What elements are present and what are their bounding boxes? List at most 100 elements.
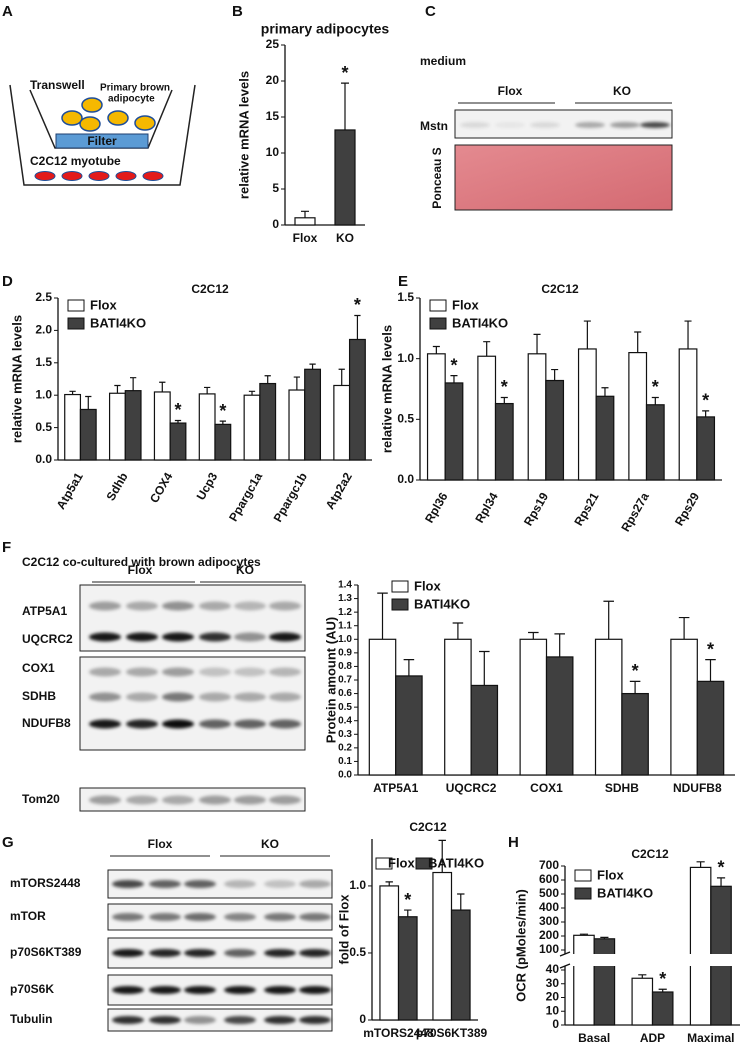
bar <box>593 938 616 1026</box>
y-tick-label: 600 <box>539 872 559 886</box>
y-tick-label: 2.0 <box>35 323 52 337</box>
error-bar <box>716 877 726 887</box>
blot-band <box>89 692 121 702</box>
error-bar <box>377 592 388 640</box>
blot-band <box>299 949 331 957</box>
y-tick-label: 0 <box>552 1017 559 1031</box>
group-label: Flox <box>498 84 523 98</box>
blot-band <box>530 122 560 128</box>
blot-band <box>184 986 216 994</box>
x-tick-label: Sdhb <box>104 470 131 503</box>
blot-band <box>269 632 301 642</box>
y-tick-label: 25 <box>266 37 280 51</box>
blot-band <box>199 632 231 642</box>
bar <box>645 404 665 481</box>
blot-band <box>234 692 266 702</box>
error-bar <box>338 368 345 386</box>
row-label: COX1 <box>22 661 55 675</box>
blot-band <box>264 880 296 888</box>
blot-band <box>112 1016 144 1024</box>
blot-band <box>89 667 121 677</box>
error-bar <box>638 974 647 979</box>
y-tick-label: 1.0 <box>397 351 414 365</box>
blot-band <box>224 880 256 888</box>
blot-band <box>112 949 144 957</box>
panel-label: F <box>2 539 11 556</box>
bar <box>519 638 548 776</box>
blot-band <box>112 913 144 921</box>
bar <box>379 885 400 1021</box>
bar <box>651 991 674 1026</box>
blot-band <box>199 795 231 805</box>
x-tick-label: COX4 <box>147 470 176 506</box>
x-tick-label: ATP5A1 <box>373 781 418 795</box>
y-tick-label: 1.2 <box>338 607 352 618</box>
x-tick-label: Rps19 <box>521 490 551 528</box>
y-tick-label: 15 <box>266 109 280 123</box>
blot-band <box>199 667 231 677</box>
legend-label: BATI4KO <box>597 885 653 900</box>
row-label: mTOR <box>10 909 46 923</box>
y-axis-label: Protein amount (AU) <box>323 617 338 743</box>
y-tick-label: 10 <box>546 1003 560 1017</box>
error-bar <box>651 396 659 405</box>
bar <box>545 656 574 776</box>
legend-label: Flox <box>90 297 117 312</box>
bar <box>494 402 514 481</box>
bar <box>696 680 725 776</box>
myotube <box>142 171 164 181</box>
blot-band <box>89 601 121 611</box>
bar <box>573 934 595 1026</box>
panel-label: H <box>508 834 519 851</box>
bar <box>333 384 351 461</box>
chart-title: primary adipocytes <box>261 21 390 37</box>
x-tick-label: Maximal <box>687 1031 734 1045</box>
significance: * <box>652 377 659 397</box>
legend-label: Flox <box>597 867 624 882</box>
blot-band <box>89 632 121 642</box>
blot-band <box>199 601 231 611</box>
bar <box>153 391 171 461</box>
blot-band <box>126 795 158 805</box>
x-tick-label: Ppargc1b <box>271 470 310 524</box>
blot-band <box>495 122 525 128</box>
error-bar <box>600 936 609 939</box>
bar <box>79 408 97 461</box>
significance: * <box>632 661 639 681</box>
group-label: KO <box>236 563 254 577</box>
y-tick-label: 40 <box>546 962 560 976</box>
bar <box>334 129 356 226</box>
legend-label: Flox <box>388 855 415 870</box>
significance: * <box>219 401 226 421</box>
error-bar <box>702 410 710 417</box>
error-bar <box>159 381 166 392</box>
y-tick-label: 20 <box>546 990 560 1004</box>
blot-band <box>199 692 231 702</box>
chart-title: C2C12 <box>409 820 447 834</box>
blot-band <box>575 122 605 128</box>
blot-band <box>269 692 301 702</box>
y-tick-label: 1.4 <box>338 580 352 591</box>
chart-title: C2C12 <box>631 847 669 861</box>
blot-band <box>224 949 256 957</box>
y-axis-label: relative mRNA levels <box>379 325 394 453</box>
row-label: Tubulin <box>10 1012 52 1026</box>
axis-break <box>559 954 742 966</box>
error-bar <box>85 395 92 410</box>
blot-band <box>126 632 158 642</box>
blot-band <box>269 795 301 805</box>
bar <box>294 217 316 226</box>
group-label: Flox <box>148 837 173 851</box>
error-bar <box>69 390 76 395</box>
legend-label: BATI4KO <box>90 315 146 330</box>
x-tick-label: mTORS2448 <box>363 1026 434 1040</box>
x-tick-label: KO <box>336 231 354 245</box>
legend-swatch <box>429 299 447 312</box>
blot-band <box>224 913 256 921</box>
bar <box>594 638 623 776</box>
blot-frame <box>107 1008 333 1032</box>
blot-band <box>162 667 194 677</box>
y-tick-label: 0.7 <box>338 675 352 686</box>
significance: * <box>702 391 709 411</box>
